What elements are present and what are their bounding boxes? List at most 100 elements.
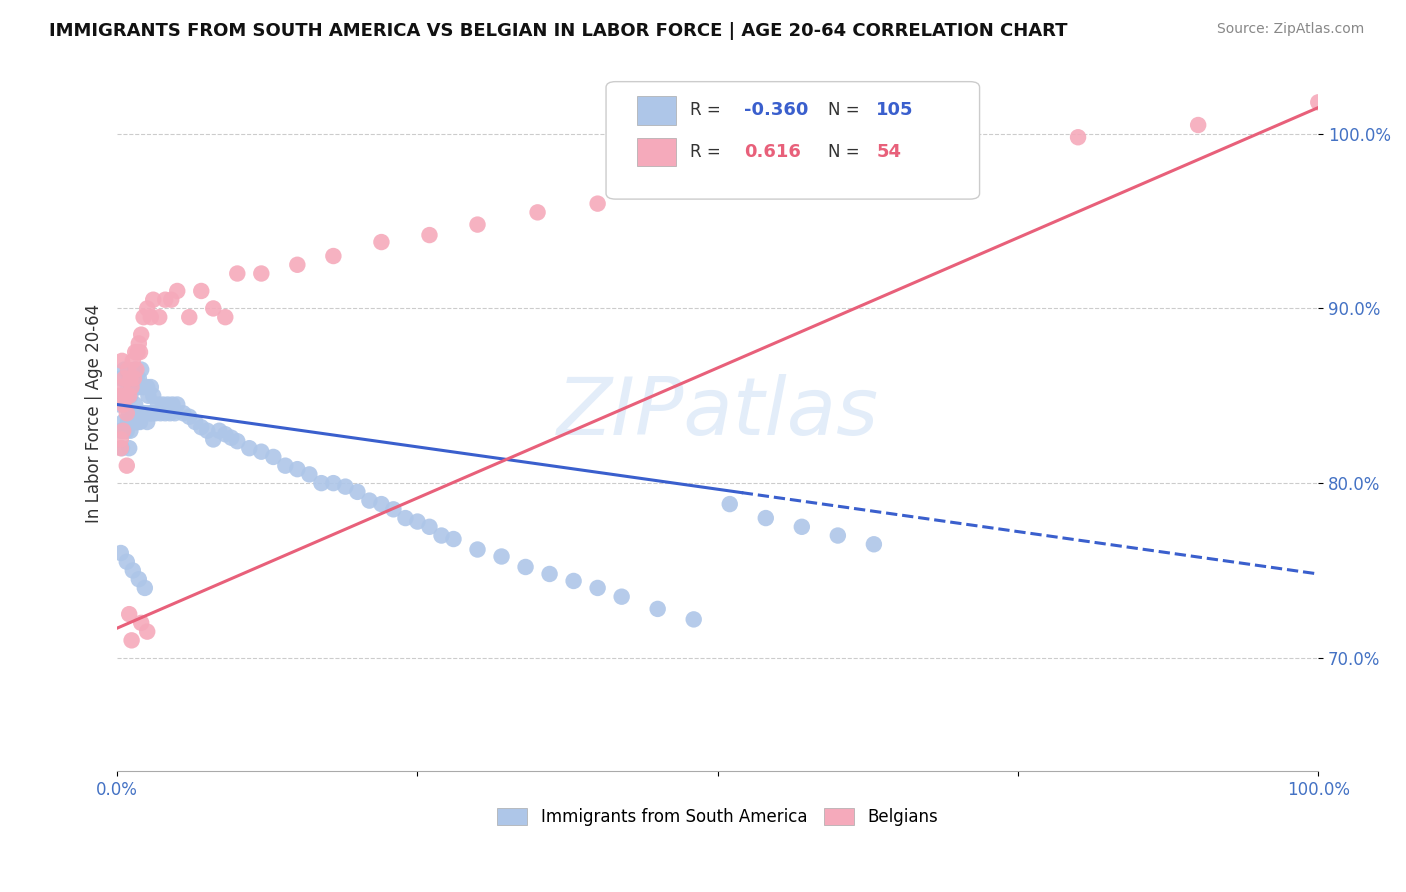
Point <box>121 371 143 385</box>
Text: 105: 105 <box>876 102 914 120</box>
Point <box>112 415 135 429</box>
Point <box>139 310 162 325</box>
Point <box>179 310 201 325</box>
Point <box>418 228 440 243</box>
Point <box>142 293 165 307</box>
Point <box>370 497 392 511</box>
Point <box>115 424 138 438</box>
Point <box>118 371 141 385</box>
Point <box>108 397 131 411</box>
Point <box>946 147 969 161</box>
Point <box>214 310 236 325</box>
Point <box>160 293 183 307</box>
Point <box>155 406 177 420</box>
Point <box>128 371 150 385</box>
Point <box>115 555 138 569</box>
Point <box>515 560 537 574</box>
Point <box>226 434 249 449</box>
Legend: Immigrants from South America, Belgians: Immigrants from South America, Belgians <box>498 808 938 826</box>
Point <box>114 424 136 438</box>
Point <box>221 431 243 445</box>
Point <box>139 380 162 394</box>
Point <box>135 406 157 420</box>
Point <box>121 633 143 648</box>
Point <box>262 450 284 464</box>
Point <box>149 406 172 420</box>
Point <box>117 415 139 429</box>
Point <box>647 602 669 616</box>
Point <box>125 362 148 376</box>
Point <box>128 406 150 420</box>
Point <box>114 389 136 403</box>
Point <box>112 371 135 385</box>
Point <box>430 528 453 542</box>
Point <box>110 433 132 447</box>
Point <box>136 301 159 316</box>
Point <box>195 424 218 438</box>
Point <box>118 406 141 420</box>
FancyBboxPatch shape <box>637 96 676 125</box>
Point <box>120 371 142 385</box>
Point <box>190 420 212 434</box>
Point <box>115 458 138 473</box>
Point <box>121 415 143 429</box>
Point <box>250 267 273 281</box>
Point <box>121 380 143 394</box>
Point <box>335 480 357 494</box>
Point <box>202 301 225 316</box>
Text: R =: R = <box>690 143 721 161</box>
Point <box>163 406 186 420</box>
Point <box>129 362 152 376</box>
Point <box>159 406 181 420</box>
Point <box>467 218 489 232</box>
Point <box>359 493 381 508</box>
Y-axis label: In Labor Force | Age 20-64: In Labor Force | Age 20-64 <box>86 303 103 523</box>
Text: Source: ZipAtlas.com: Source: ZipAtlas.com <box>1216 22 1364 37</box>
Point <box>110 371 132 385</box>
Point <box>155 293 177 307</box>
Point <box>121 406 143 420</box>
Point <box>162 397 184 411</box>
Point <box>172 406 194 420</box>
Point <box>132 406 155 420</box>
Point <box>166 397 188 411</box>
Point <box>406 515 429 529</box>
Point <box>322 476 344 491</box>
Point <box>706 179 728 194</box>
Point <box>120 389 142 403</box>
Point <box>152 397 174 411</box>
Point <box>108 389 131 403</box>
Point <box>827 161 849 176</box>
Point <box>132 310 155 325</box>
Point <box>110 424 132 438</box>
Point <box>226 267 249 281</box>
Point <box>311 476 333 491</box>
Point <box>370 235 392 249</box>
Point <box>1308 95 1330 110</box>
Point <box>863 537 886 551</box>
Point <box>755 511 778 525</box>
Point <box>112 424 135 438</box>
Point <box>110 546 132 560</box>
Point <box>166 284 188 298</box>
Point <box>129 415 152 429</box>
Point <box>121 380 143 394</box>
FancyBboxPatch shape <box>637 137 676 166</box>
Point <box>129 345 152 359</box>
Point <box>238 441 260 455</box>
Point <box>250 444 273 458</box>
Point <box>346 484 368 499</box>
Point <box>208 424 231 438</box>
Point <box>112 397 135 411</box>
Point <box>718 497 741 511</box>
Point <box>124 362 146 376</box>
Point <box>124 397 146 411</box>
Point <box>111 354 134 368</box>
Point <box>112 362 135 376</box>
Point <box>138 389 160 403</box>
Point <box>179 409 201 424</box>
Text: ZIPatlas: ZIPatlas <box>557 375 879 452</box>
Point <box>118 389 141 403</box>
Point <box>127 380 149 394</box>
Point <box>827 528 849 542</box>
